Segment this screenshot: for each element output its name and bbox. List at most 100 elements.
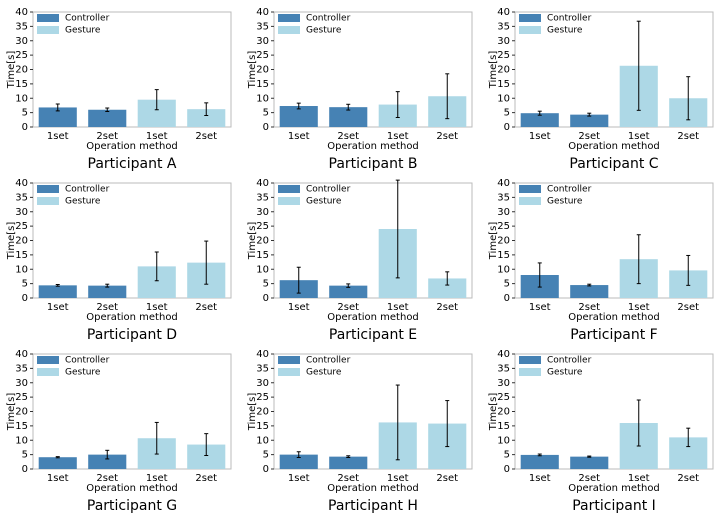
y-tick-label: 20	[15, 236, 28, 247]
chart-title: Participant G	[87, 498, 177, 514]
legend-label: Controller	[547, 356, 592, 366]
chart-title: Participant F	[570, 327, 657, 343]
chart-title: Participant I	[572, 498, 656, 514]
x-axis-label: Operation method	[568, 483, 660, 494]
y-tick-label: 5	[504, 450, 510, 461]
y-tick-label: 5	[263, 450, 269, 461]
x-tick-label: 2set	[578, 473, 600, 484]
legend-swatch	[519, 197, 541, 205]
legend-label: Controller	[306, 185, 351, 195]
y-tick-label: 30	[15, 36, 28, 47]
x-tick-label: 1set	[288, 302, 310, 313]
legend-label: Controller	[306, 356, 351, 366]
y-tick-label: 30	[15, 378, 28, 389]
y-tick-label: 20	[256, 65, 269, 76]
y-tick-label: 20	[256, 236, 269, 247]
x-tick-label: 2set	[578, 131, 600, 142]
x-tick-label: 2set	[578, 302, 600, 313]
bar	[520, 454, 559, 469]
y-axis-label: Time[s]	[247, 222, 258, 261]
bar	[570, 114, 609, 127]
y-tick-label: 0	[504, 464, 510, 475]
y-tick-label: 0	[263, 464, 269, 475]
y-tick-label: 40	[497, 178, 510, 189]
bar	[570, 456, 609, 469]
y-tick-label: 10	[15, 435, 28, 446]
x-tick-label: 2set	[677, 302, 699, 313]
y-tick-label: 40	[497, 7, 510, 18]
y-axis-label: Time[s]	[6, 222, 17, 261]
y-tick-label: 25	[256, 392, 269, 403]
y-tick-label: 30	[497, 207, 510, 218]
y-tick-label: 35	[256, 21, 269, 32]
y-tick-label: 5	[504, 279, 510, 290]
legend-label: Controller	[306, 14, 351, 24]
y-tick-label: 40	[15, 349, 28, 360]
y-tick-label: 15	[15, 79, 28, 90]
y-tick-label: 10	[256, 264, 269, 275]
y-tick-label: 40	[256, 7, 269, 18]
y-tick-label: 15	[497, 421, 510, 432]
y-tick-label: 10	[497, 93, 510, 104]
x-axis-label: Operation method	[327, 312, 419, 323]
chart-title: Participant A	[88, 156, 177, 172]
y-tick-label: 0	[504, 122, 510, 133]
x-tick-label: 1set	[47, 473, 69, 484]
legend-label: Gesture	[547, 368, 583, 378]
y-tick-label: 20	[497, 236, 510, 247]
x-tick-label: 2set	[337, 302, 359, 313]
x-tick-label: 1set	[628, 302, 650, 313]
x-tick-label: 1set	[529, 302, 551, 313]
x-tick-label: 2set	[96, 131, 118, 142]
bar	[329, 456, 368, 469]
legend-label: Gesture	[65, 26, 101, 36]
bar	[38, 107, 77, 127]
y-axis-label: Time[s]	[488, 222, 499, 261]
y-tick-label: 35	[256, 363, 269, 374]
legend-swatch	[278, 356, 300, 364]
y-tick-label: 25	[497, 50, 510, 61]
x-tick-label: 1set	[146, 473, 168, 484]
bar	[279, 106, 318, 127]
y-tick-label: 0	[22, 293, 28, 304]
y-tick-label: 15	[256, 79, 269, 90]
y-tick-label: 25	[15, 221, 28, 232]
legend-label: Gesture	[306, 197, 342, 207]
legend-label: Gesture	[65, 368, 101, 378]
x-tick-label: 2set	[436, 302, 458, 313]
legend-swatch	[519, 14, 541, 22]
x-tick-label: 1set	[146, 131, 168, 142]
legend-swatch	[519, 368, 541, 376]
legend-swatch	[278, 26, 300, 34]
legend-label: Controller	[547, 185, 592, 195]
y-tick-label: 5	[22, 450, 28, 461]
y-tick-label: 25	[15, 50, 28, 61]
legend-label: Gesture	[306, 26, 342, 36]
y-tick-label: 25	[497, 392, 510, 403]
y-tick-label: 10	[497, 435, 510, 446]
x-axis-label: Operation method	[568, 141, 660, 152]
y-tick-label: 25	[256, 221, 269, 232]
legend-swatch	[37, 14, 59, 22]
y-tick-label: 40	[256, 349, 269, 360]
y-tick-label: 20	[497, 407, 510, 418]
legend-label: Gesture	[547, 197, 583, 207]
y-tick-label: 25	[256, 50, 269, 61]
legend-label: Gesture	[547, 26, 583, 36]
legend-swatch	[278, 197, 300, 205]
y-tick-label: 15	[256, 250, 269, 261]
y-tick-label: 40	[15, 178, 28, 189]
x-tick-label: 1set	[529, 131, 551, 142]
bar	[329, 107, 368, 127]
y-tick-label: 5	[504, 108, 510, 119]
legend-swatch	[37, 185, 59, 193]
y-tick-label: 5	[22, 279, 28, 290]
y-tick-label: 5	[22, 108, 28, 119]
x-tick-label: 2set	[436, 131, 458, 142]
y-tick-label: 20	[256, 407, 269, 418]
legend-swatch	[37, 197, 59, 205]
x-tick-label: 1set	[628, 131, 650, 142]
x-axis-label: Operation method	[86, 312, 178, 323]
y-tick-label: 30	[497, 378, 510, 389]
chart-title: Participant B	[329, 156, 418, 172]
